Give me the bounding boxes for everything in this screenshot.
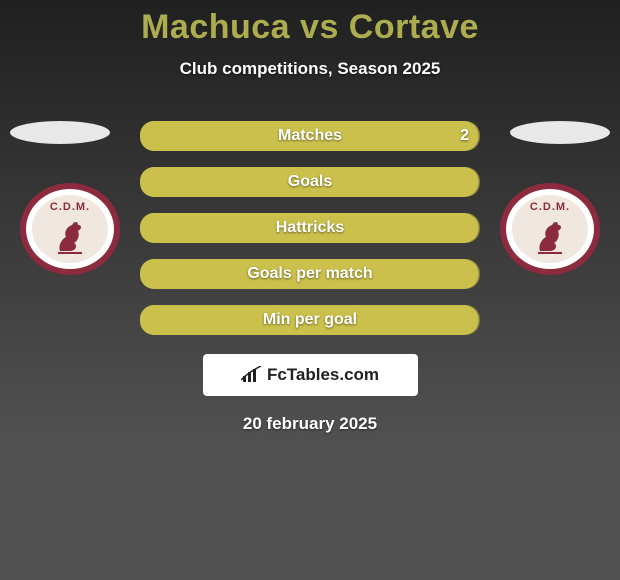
stat-bar-matches: Matches 2	[140, 121, 480, 151]
bar-chart-icon	[241, 366, 263, 384]
stat-bar-min-per-goal: Min per goal	[140, 305, 480, 335]
stat-bars: Matches 2 Goals Hattricks Goals per matc…	[140, 121, 480, 351]
rooster-icon	[48, 215, 92, 259]
stats-area: C.D.M. C.D.M. Matches 2	[0, 121, 620, 336]
source-logo-box: FcTables.com	[203, 354, 418, 396]
stat-bar-goals: Goals	[140, 167, 480, 197]
badge-text: C.D.M.	[50, 201, 90, 213]
stat-label: Matches	[278, 127, 342, 145]
subtitle: Club competitions, Season 2025	[0, 59, 620, 79]
stat-value-right: 2	[460, 127, 469, 145]
stat-bar-hattricks: Hattricks	[140, 213, 480, 243]
page-title: Machuca vs Cortave	[0, 0, 620, 47]
source-logo-text: FcTables.com	[267, 365, 379, 385]
club-badge-left: C.D.M.	[20, 183, 120, 275]
stat-label: Hattricks	[276, 219, 344, 237]
stat-label: Goals	[288, 173, 332, 191]
player-avatar-placeholder-right	[510, 121, 610, 144]
club-badge-right: C.D.M.	[500, 183, 600, 275]
stat-bar-goals-per-match: Goals per match	[140, 259, 480, 289]
comparison-infographic: Machuca vs Cortave Club competitions, Se…	[0, 0, 620, 580]
stat-label: Min per goal	[263, 311, 357, 329]
rooster-icon	[528, 215, 572, 259]
date-text: 20 february 2025	[0, 414, 620, 434]
badge-text: C.D.M.	[530, 201, 570, 213]
stat-label: Goals per match	[247, 265, 372, 283]
player-avatar-placeholder-left	[10, 121, 110, 144]
